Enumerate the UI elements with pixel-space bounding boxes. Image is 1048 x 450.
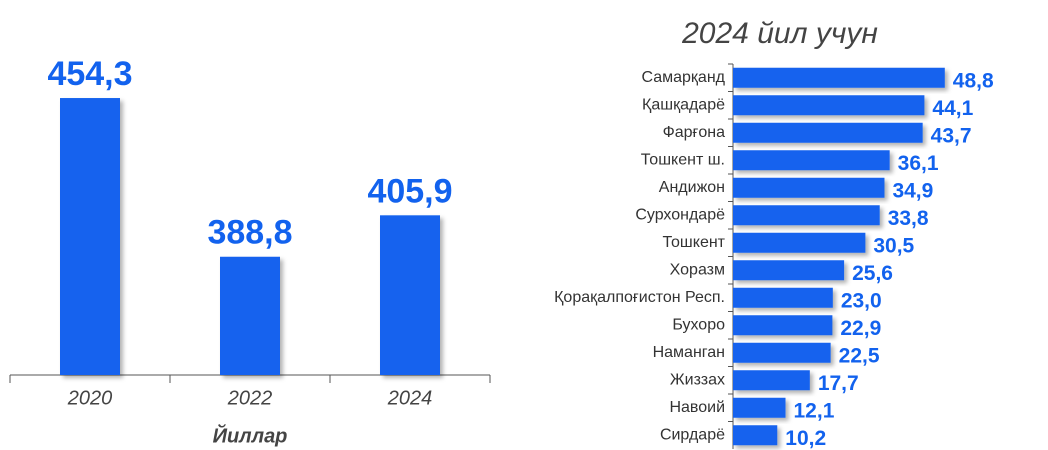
x-tick-label: 2024 (387, 387, 433, 409)
y-tick-label: Бухоро (672, 316, 725, 333)
bar (733, 233, 865, 253)
bar (733, 95, 924, 115)
value-label: 44,1 (932, 97, 973, 120)
bar (380, 215, 440, 375)
y-tick-label: Қорақалпоғистон Респ. (554, 289, 725, 306)
value-label: 25,6 (852, 262, 893, 285)
y-tick-label: Наманган (653, 344, 725, 361)
value-label: 22,9 (840, 317, 881, 340)
value-label: 33,8 (888, 207, 929, 230)
bar (733, 343, 831, 363)
bar (733, 370, 810, 390)
bar (733, 260, 844, 280)
value-label: 22,5 (839, 344, 880, 367)
y-tick-label: Андижон (659, 179, 725, 196)
bar (60, 98, 120, 375)
bar (733, 205, 880, 225)
value-label: 454,3 (47, 55, 132, 93)
chart-title: 2024 йил учун (681, 17, 878, 50)
bar (733, 178, 884, 198)
y-tick-label: Хоразм (670, 261, 725, 278)
y-tick-label: Сурхондарё (635, 206, 725, 223)
value-label: 34,9 (892, 179, 933, 202)
bar (733, 288, 833, 308)
bar (733, 398, 786, 418)
value-label: 48,8 (953, 69, 994, 92)
bar (733, 315, 832, 335)
value-label: 17,7 (818, 372, 859, 395)
page: Йиллар 2024 йил учун 454,3 2020 388,8 2022 4… (0, 0, 1048, 450)
value-label: 36,1 (898, 152, 939, 175)
value-label: 23,0 (841, 289, 882, 312)
x-tick-label: 2020 (67, 387, 113, 409)
value-label: 10,2 (785, 427, 826, 450)
bar (733, 123, 923, 143)
x-axis-label: Йиллар (213, 423, 288, 447)
bar (733, 68, 945, 88)
y-tick-label: Навоий (669, 399, 725, 416)
y-tick-label: Жиззах (670, 371, 725, 388)
y-tick-label: Тошкент (663, 234, 726, 251)
value-label: 30,5 (873, 234, 914, 257)
value-label: 12,1 (794, 399, 835, 422)
bar (220, 257, 280, 375)
bar (733, 425, 777, 445)
x-tick-label: 2022 (227, 387, 273, 409)
value-label: 405,9 (367, 172, 452, 210)
value-label: 388,8 (207, 214, 292, 252)
y-tick-label: Фарғона (663, 124, 726, 141)
value-label: 43,7 (931, 124, 972, 147)
y-tick-label: Самарқанд (642, 69, 726, 86)
y-tick-label: Тошкент ш. (641, 151, 725, 168)
y-tick-label: Қашқадарё (642, 96, 725, 113)
bar (733, 150, 890, 170)
y-tick-label: Сирдарё (660, 426, 725, 443)
